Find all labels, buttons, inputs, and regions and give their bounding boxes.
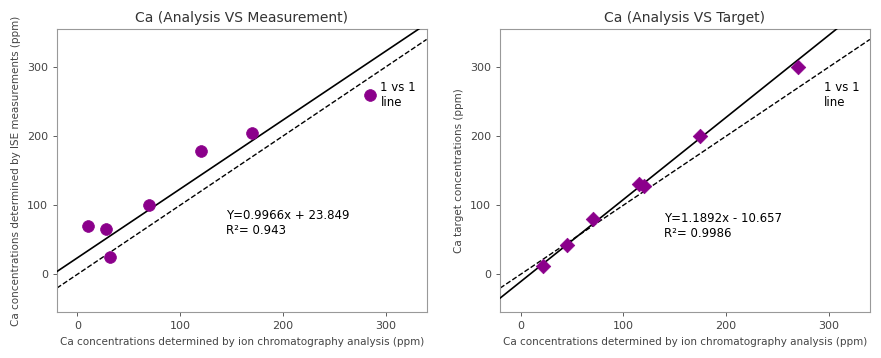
Point: [80, 223, 94, 229]
X-axis label: Ca concentrations determined by ion chromatography analysis (ppm): Ca concentrations determined by ion chro…: [60, 337, 424, 347]
Text: 1 vs 1
line: 1 vs 1 line: [824, 81, 859, 109]
Point: [791, 64, 805, 70]
Title: Ca (Analysis VS Measurement): Ca (Analysis VS Measurement): [135, 11, 348, 25]
Point: [103, 254, 117, 260]
Y-axis label: Ca concentrations determined by ISE measurements (ppm): Ca concentrations determined by ISE meas…: [11, 15, 21, 326]
Point: [637, 183, 651, 189]
Point: [99, 227, 113, 232]
Point: [693, 133, 707, 139]
Point: [142, 202, 156, 208]
Text: Y=0.9966x + 23.849
R²= 0.943: Y=0.9966x + 23.849 R²= 0.943: [226, 209, 350, 237]
Text: Y=1.1892x - 10.657
R²= 0.9986: Y=1.1892x - 10.657 R²= 0.9986: [664, 212, 782, 240]
Point: [194, 149, 208, 154]
Point: [363, 92, 377, 97]
Point: [586, 216, 600, 222]
Point: [632, 182, 646, 187]
Point: [559, 242, 574, 248]
Text: 1 vs 1
line: 1 vs 1 line: [381, 81, 416, 109]
Y-axis label: Ca target concentrations (ppm): Ca target concentrations (ppm): [455, 88, 464, 253]
Title: Ca (Analysis VS Target): Ca (Analysis VS Target): [604, 11, 766, 25]
X-axis label: Ca concentrations determined by ion chromatography analysis (ppm): Ca concentrations determined by ion chro…: [503, 337, 867, 347]
Point: [245, 130, 259, 136]
Point: [537, 263, 551, 269]
